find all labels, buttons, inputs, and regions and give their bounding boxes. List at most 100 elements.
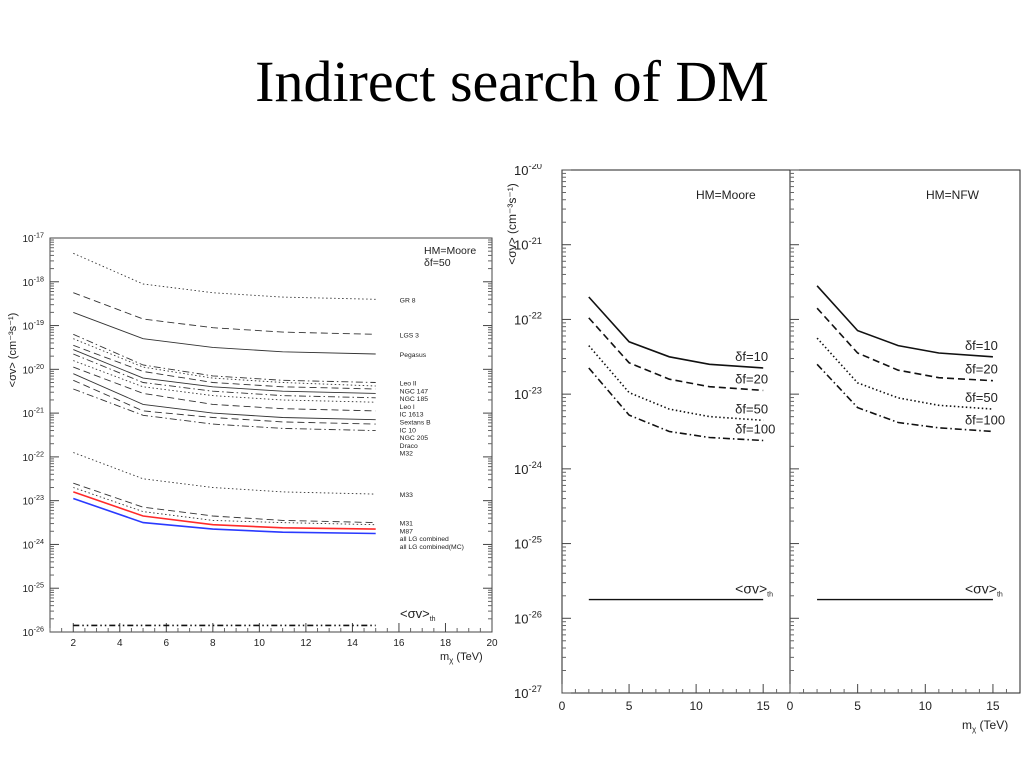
series-gr-8	[73, 252, 376, 300]
series-label-m32: M32	[400, 451, 413, 458]
series-label-m31: M31	[400, 521, 413, 528]
series-hm-moore-f-50	[588, 345, 764, 422]
panel-frame-hm-nfw	[789, 169, 1021, 694]
x-tick-label: 5	[854, 699, 861, 713]
x-tick-label: 6	[164, 638, 170, 649]
y-tick-label: 10-21	[514, 236, 542, 253]
series-label-f-10: δf=10	[735, 349, 768, 364]
series-label-f-10: δf=10	[965, 338, 998, 353]
y-tick-label: 10-23	[22, 493, 44, 508]
right-chart: 10-27 10-26 10-25 10-24 10-23 10-22 10-21 10-20…	[505, 164, 1021, 734]
x-tick-label: 12	[300, 638, 312, 649]
series-ic-10	[73, 366, 376, 412]
threshold-label: <σv>th	[965, 581, 1003, 599]
y-tick-label: 10-25	[22, 581, 44, 596]
panel-title-hm-moore: HM=Moore	[696, 188, 756, 202]
series-hm-nfw-f-10	[816, 285, 993, 358]
y-tick-label: 10-20	[22, 362, 44, 377]
series-ngc-205	[73, 373, 376, 421]
x-tick-label: 4	[117, 638, 123, 649]
x-tick-label: 5	[626, 699, 633, 713]
series-draco	[73, 379, 376, 425]
series-label-pegasus: Pegasus	[400, 352, 427, 359]
series-label-leo-i: Leo I	[400, 404, 415, 411]
annotation-line: HM=Moore	[424, 245, 476, 257]
y-tick-label: 10-17	[22, 231, 44, 246]
series-leo-i	[73, 349, 376, 394]
annotation-line: δf=50	[424, 257, 451, 269]
series-label-lgs-3: LGS 3	[400, 332, 419, 339]
series-label-ngc-147: NGC 147	[400, 388, 429, 395]
threshold-label: <σv>th	[735, 581, 773, 599]
x-axis-label: mχ (TeV)	[962, 718, 1008, 734]
y-tick-label: 10-23	[514, 385, 542, 402]
series-label-m33: M33	[400, 492, 413, 499]
series-hm-nfw-f-100	[816, 363, 993, 433]
series-label-ngc-185: NGC 185	[400, 396, 429, 403]
series-m33	[73, 452, 376, 495]
series-hm-moore-f-100	[588, 367, 764, 442]
series-label-all-lg-combined-mc: all LG combined(MC)	[400, 544, 464, 551]
y-tick-label: 10-20	[514, 164, 542, 178]
series-label-f-100: δf=100	[735, 421, 775, 436]
series-label-all-lg-combined: all LG combined	[400, 536, 449, 543]
series-label-m87: M87	[400, 528, 413, 535]
x-tick-label: 10	[254, 638, 266, 649]
y-tick-label: 10-26	[514, 609, 542, 626]
x-tick-label: 0	[787, 699, 794, 713]
series-m31	[73, 482, 376, 524]
series-hm-nfw-f-20	[816, 307, 993, 382]
series-all-lg-combined	[73, 491, 376, 530]
series-label-ngc-205: NGC 205	[400, 435, 429, 442]
series-m87	[73, 487, 376, 526]
threshold-label: <σv>th	[400, 606, 436, 623]
series-hm-moore-f-20	[588, 317, 764, 392]
series-label-ic-1613: IC 1613	[400, 412, 424, 419]
y-axis-label: <σv> (cm⁻³s⁻¹)	[505, 183, 519, 264]
y-tick-label: 10-24	[22, 537, 44, 552]
series-label-f-100: δf=100	[965, 413, 1005, 428]
x-tick-label: 10	[689, 699, 703, 713]
y-tick-label: 10-19	[22, 318, 44, 333]
series-label-f-20: δf=20	[735, 371, 768, 386]
series-label-leo-ii: Leo II	[400, 380, 417, 387]
x-tick-label: 15	[756, 699, 770, 713]
series-m32	[73, 388, 376, 432]
x-tick-label: 10	[919, 699, 933, 713]
y-tick-label: 10-22	[514, 311, 542, 328]
y-tick-label: 10-22	[22, 449, 44, 464]
x-tick-label: 2	[70, 638, 76, 649]
y-tick-label: 10-24	[514, 460, 542, 477]
series-lgs-3	[73, 292, 376, 335]
series-ngc-185	[73, 344, 376, 390]
y-tick-label: 10-25	[514, 535, 542, 552]
x-axis-label: mχ (TeV)	[440, 651, 483, 665]
x-tick-label: 15	[986, 699, 1000, 713]
series-label-f-50: δf=50	[735, 401, 768, 416]
series-label-ic-10: IC 10	[400, 427, 416, 434]
x-tick-label: 8	[210, 638, 216, 649]
y-tick-label: 10-27	[514, 684, 542, 701]
x-tick-label: 14	[347, 638, 359, 649]
series-hm-nfw-f-50	[816, 337, 993, 410]
left-chart: 10-26 10-25 10-24 10-23 10-22 10-21 10-20 10-19…	[7, 231, 498, 666]
x-tick-label: 20	[486, 638, 498, 649]
x-tick-label: 16	[393, 638, 405, 649]
panel-title-hm-nfw: HM=NFW	[926, 188, 980, 202]
series-label-gr-8: GR 8	[400, 297, 416, 304]
series-label-f-50: δf=50	[965, 390, 998, 405]
series-label-f-20: δf=20	[965, 362, 998, 377]
series-label-draco: Draco	[400, 443, 418, 450]
series-leo-ii	[73, 333, 376, 383]
series-label-sextans-b: Sextans B	[400, 419, 431, 426]
y-tick-label: 10-18	[22, 274, 44, 289]
slide-title: Indirect search of DM	[255, 49, 769, 114]
y-axis-label: <σv> (cm⁻³s⁻¹)	[7, 313, 19, 388]
x-tick-label: 0	[559, 699, 566, 713]
x-tick-label: 18	[440, 638, 452, 649]
series-sextans-b	[73, 360, 376, 403]
series-pegasus	[73, 311, 376, 355]
series-all-lg-combined-mc	[73, 497, 376, 535]
series-hm-moore-f-10	[588, 296, 764, 369]
series-ic-1613	[73, 353, 376, 399]
